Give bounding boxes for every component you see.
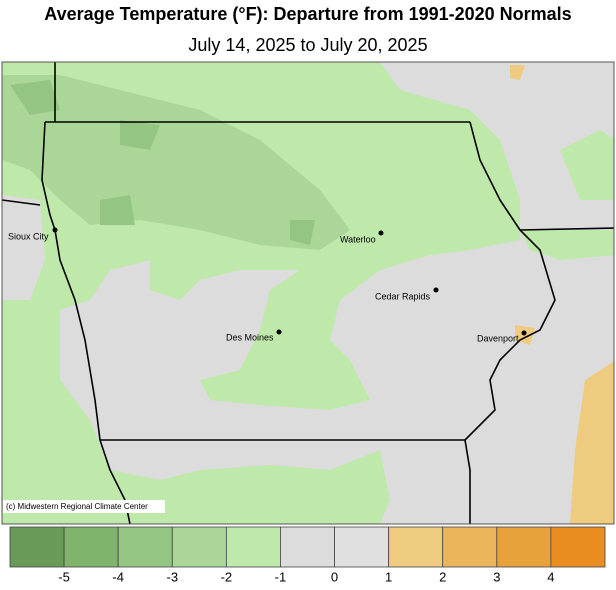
near-normal-region	[2, 195, 45, 300]
city-dot	[521, 330, 527, 336]
legend-tick-label: -5	[58, 569, 70, 584]
city-dot	[276, 329, 282, 335]
legend-swatch	[334, 526, 390, 568]
legend-tick-label: 4	[547, 569, 554, 584]
legend-swatch	[442, 526, 498, 568]
legend: -5 -4 -3 -2 -1 0 1 2 3 4	[9, 526, 606, 584]
legend-swatch	[171, 526, 227, 568]
credit: (c) Midwestern Regional Climate Center	[6, 502, 148, 511]
cool-region	[2, 75, 350, 250]
legend-tick-label: 0	[331, 569, 338, 584]
legend-tick-label: -3	[166, 569, 178, 584]
warm-region	[570, 361, 614, 524]
legend-tick-label: 2	[439, 569, 446, 584]
legend-swatch	[280, 526, 335, 568]
map: Sioux City Waterloo Cedar Rapids Des Moines…	[1, 61, 615, 525]
legend-swatch	[550, 526, 606, 568]
city-label: Cedar Rapids	[375, 291, 431, 301]
legend-swatch	[9, 526, 65, 568]
legend-swatch	[496, 526, 552, 568]
legend-tick-label: -1	[275, 569, 287, 584]
city-dot	[378, 230, 384, 236]
legend-swatch	[225, 526, 281, 568]
legend-swatch	[63, 526, 119, 568]
legend-tick-label: 1	[385, 569, 392, 584]
legend-tick-label: -4	[112, 569, 124, 584]
cities: Sioux City Waterloo Cedar Rapids Des Moines…	[8, 227, 527, 343]
cold-region	[10, 80, 315, 245]
legend-tick-label: 3	[493, 569, 500, 584]
state-borders	[2, 62, 614, 524]
city-label: Des Moines	[226, 332, 274, 342]
city-dot	[433, 287, 439, 293]
legend-tick-label: -2	[221, 569, 233, 584]
city-label: Davenport	[477, 333, 519, 343]
map-frame	[1, 61, 615, 525]
city-label: Sioux City	[8, 231, 49, 241]
cool-region	[520, 230, 614, 260]
subtitle: July 14, 2025 to July 20, 2025	[188, 35, 427, 55]
city-dot	[52, 227, 58, 233]
credit-box	[3, 500, 165, 513]
cool-region	[560, 130, 614, 200]
legend-swatch	[117, 526, 173, 568]
title: Average Temperature (°F): Departure from…	[44, 4, 571, 24]
legend-swatch	[388, 526, 444, 568]
city-label: Waterloo	[340, 234, 376, 244]
